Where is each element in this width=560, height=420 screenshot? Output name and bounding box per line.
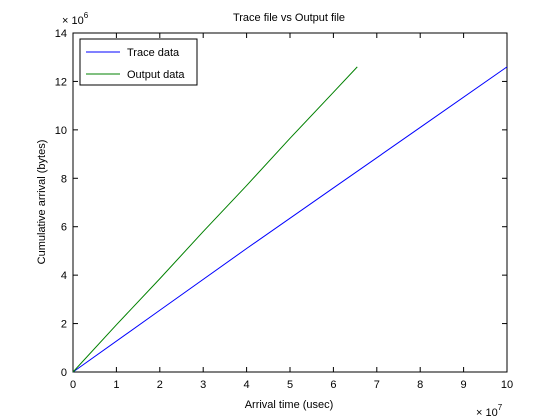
y-tick-label-1: 2 [61, 319, 67, 331]
y-tick-label-2: 4 [61, 270, 67, 282]
plot-area [72, 32, 508, 373]
x-tick-label-0: 0 [70, 379, 76, 391]
chart-title: Trace file vs Output file [233, 12, 345, 24]
y-tick-label-3: 6 [61, 222, 67, 234]
y-axis-ticks: 0 2 4 6 8 10 12 14 [55, 28, 507, 379]
series-layer [72, 66, 508, 373]
y-multiplier-exponent: 6 [84, 11, 89, 20]
y-tick-label-4: 8 [61, 173, 67, 185]
series-line-trace-data [72, 66, 508, 373]
x-tick-label-3: 3 [200, 379, 206, 391]
x-tick-label-2: 2 [157, 379, 163, 391]
y-multiplier-base: × 10 [62, 15, 84, 27]
legend-box [79, 38, 198, 86]
x-axis-multiplier: × 107 [476, 403, 503, 419]
y-axis-label: Cumulative arrival (bytes) [36, 140, 48, 265]
x-tick-label-6: 6 [330, 379, 336, 391]
y-tick-label-7: 14 [55, 28, 67, 40]
y-tick-label-5: 10 [55, 125, 67, 137]
x-tick-label-1: 1 [113, 379, 119, 391]
y-tick-label-6: 12 [55, 76, 67, 88]
x-tick-label-7: 7 [374, 379, 380, 391]
x-axis-ticks: 0 1 2 3 4 5 6 7 8 9 10 [70, 33, 513, 391]
legend-label-trace-data: Trace data [127, 47, 180, 59]
legend: Trace data Output data [79, 38, 198, 86]
x-tick-label-8: 8 [417, 379, 423, 391]
x-tick-label-10: 10 [501, 379, 513, 391]
series-line-output-data [72, 66, 358, 373]
x-multiplier-base: × 10 [476, 407, 498, 419]
x-axis-label: Arrival time (usec) [245, 399, 334, 411]
x-tick-label-4: 4 [244, 379, 250, 391]
y-tick-label-0: 0 [61, 367, 67, 379]
x-multiplier-exponent: 7 [498, 403, 503, 412]
y-axis-multiplier: × 106 [62, 11, 89, 27]
x-tick-label-9: 9 [461, 379, 467, 391]
x-tick-label-5: 5 [287, 379, 293, 391]
legend-label-output-data: Output data [127, 69, 185, 81]
